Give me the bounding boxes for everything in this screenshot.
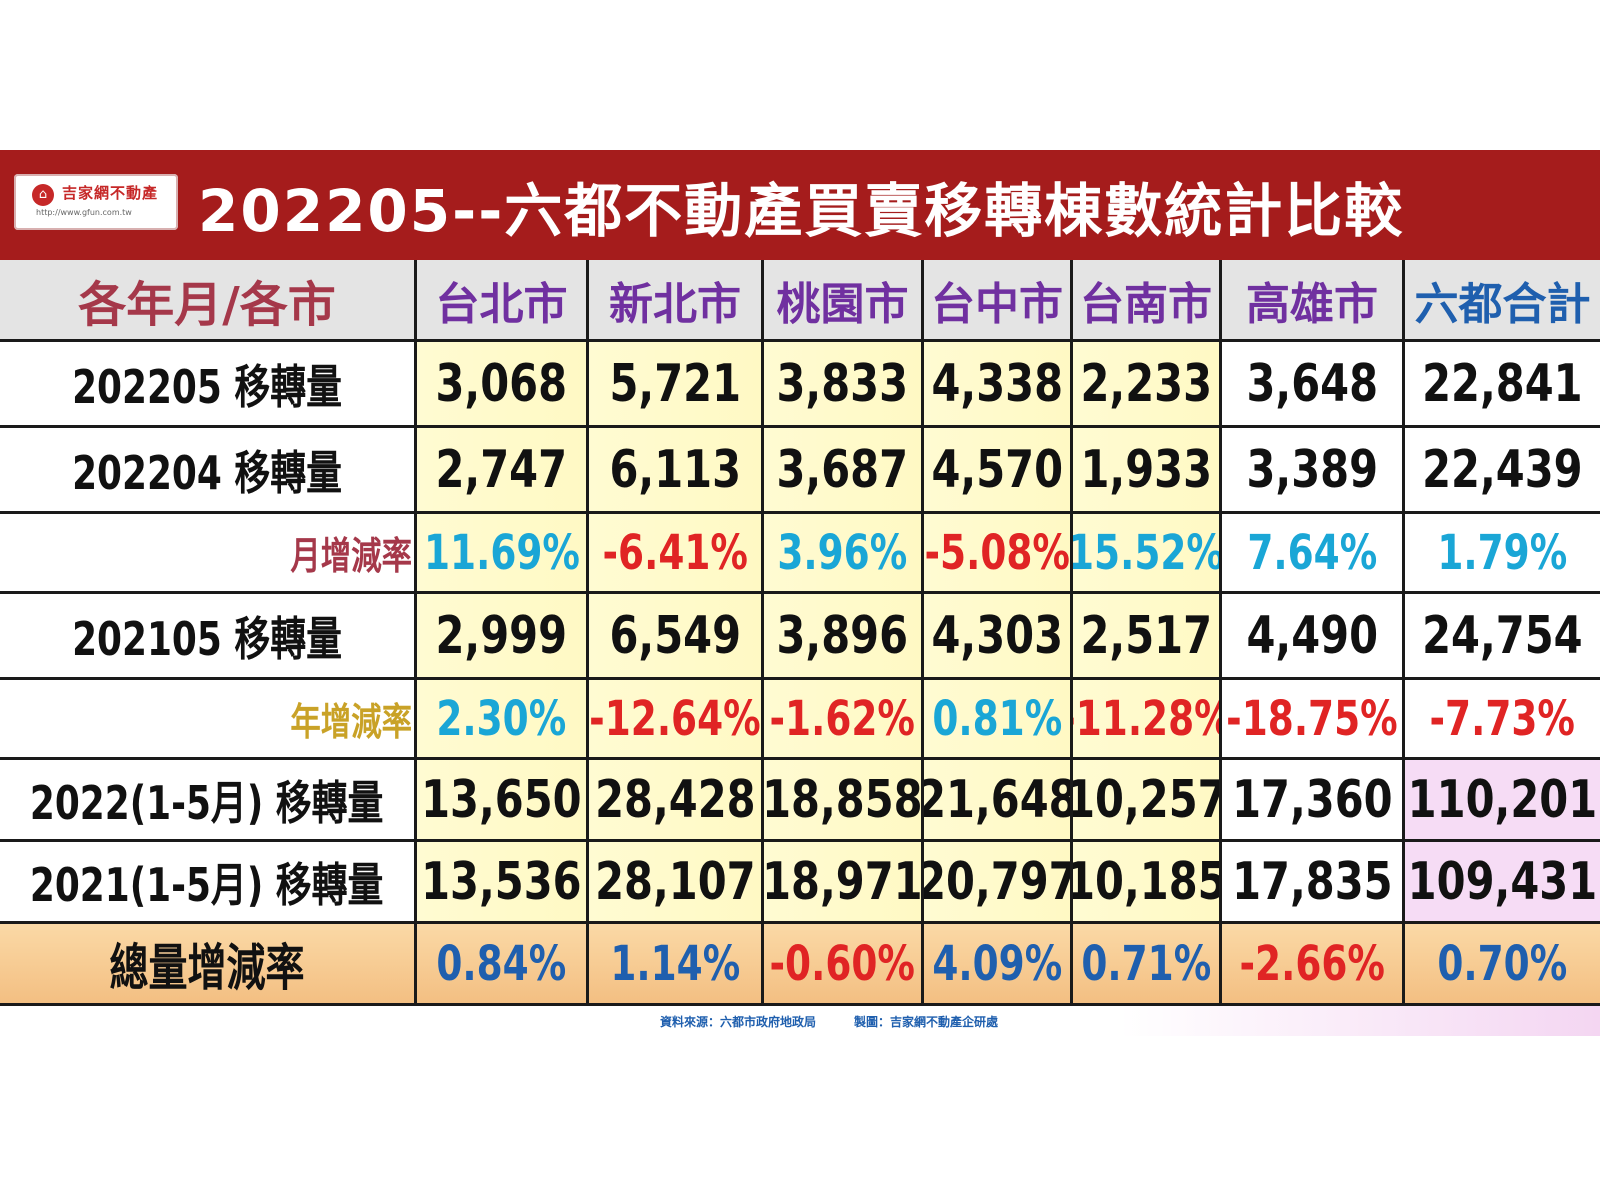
table-cell: 5,721 xyxy=(609,353,741,414)
table-cell: 0.71% xyxy=(1081,935,1211,992)
table-cell: 4,570 xyxy=(931,439,1063,500)
table-cell: 18,971 xyxy=(764,851,923,912)
row-label: 202205 移轉量 xyxy=(72,359,342,414)
table-cell: 110,201 xyxy=(1407,769,1598,830)
table-cell: 3,833 xyxy=(776,353,909,414)
chart-maker: 製圖：吉家網不動產企研處 xyxy=(854,1015,999,1029)
table-cell: -0.60% xyxy=(769,935,916,992)
table-cell: 10,185 xyxy=(1073,851,1222,912)
table-cell: 2,747 xyxy=(435,439,568,500)
row-label: 202105 移轉量 xyxy=(72,611,342,666)
table-cell: 3,068 xyxy=(435,353,568,414)
table-cell: -5.08% xyxy=(924,524,1070,581)
table-cell: 2,999 xyxy=(435,605,568,666)
table-cell: 1.14% xyxy=(610,935,740,992)
table-cell: 17,360 xyxy=(1231,769,1393,830)
row-label: 202204 移轉量 xyxy=(72,445,342,500)
column-header: 六都合計 xyxy=(1414,278,1591,330)
row-label: 2021(1-5月) 移轉量 xyxy=(30,857,384,912)
column-header: 台北市 xyxy=(417,260,589,339)
table-cell: 4,338 xyxy=(931,353,1063,414)
row-label: 年增減率 xyxy=(290,700,412,744)
table-row: 202204 移轉量 2,747 6,113 3,687 4,570 1,933… xyxy=(0,428,1600,514)
column-header: 各年月/各市 xyxy=(0,260,417,339)
table-cell: 13,536 xyxy=(421,851,582,912)
table-cell: 21,648 xyxy=(924,769,1073,830)
table-cell: 2.30% xyxy=(436,690,567,747)
table-cell: 0.81% xyxy=(932,690,1062,747)
logo-name: 吉家網不動產 xyxy=(62,184,159,202)
table-cell: 1,933 xyxy=(1080,439,1212,500)
logo-url: http://www.gfun.com.tw xyxy=(36,208,132,217)
table-cell: 24,754 xyxy=(1422,605,1583,666)
table-cell: 109,431 xyxy=(1407,851,1598,912)
table-cell: 6,113 xyxy=(609,439,741,500)
column-header: 台南市 xyxy=(1073,260,1222,339)
house-icon: ⌂ xyxy=(32,184,54,206)
table-row: 2021(1-5月) 移轉量 13,536 28,107 18,971 20,7… xyxy=(0,842,1600,924)
column-header: 新北市 xyxy=(589,260,764,339)
table-cell: -1.62% xyxy=(769,690,916,747)
table-cell: 3,896 xyxy=(776,605,909,666)
column-header: 桃園市 xyxy=(764,260,924,339)
table-cell: 22,841 xyxy=(1422,353,1583,414)
table-cell: 15.52% xyxy=(1073,524,1222,581)
table-row: 202205 移轉量 3,068 5,721 3,833 4,338 2,233… xyxy=(0,342,1600,428)
table-cell: -2.66% xyxy=(1239,935,1385,992)
table-cell: -7.73% xyxy=(1429,690,1576,747)
table-row: 2022(1-5月) 移轉量 13,650 28,428 18,858 21,6… xyxy=(0,760,1600,842)
table-header-row: 各年月/各市 台北市 新北市 桃園市 台中市 台南市 高雄市 六都合計 xyxy=(0,260,1600,342)
statistics-table: 各年月/各市 台北市 新北市 桃園市 台中市 台南市 高雄市 六都合計 2022… xyxy=(0,260,1600,1006)
table-cell: 17,835 xyxy=(1231,851,1393,912)
table-cell: 0.70% xyxy=(1437,935,1568,992)
table-cell: 1.79% xyxy=(1437,524,1568,581)
table-cell: 0.84% xyxy=(436,935,567,992)
table-cell: 28,107 xyxy=(594,851,756,912)
table-cell: 4,490 xyxy=(1246,605,1378,666)
table-cell: 3,389 xyxy=(1246,439,1378,500)
table-cell: 11.69% xyxy=(423,524,580,581)
row-label: 月增減率 xyxy=(290,534,412,578)
table-cell: 7.64% xyxy=(1247,524,1377,581)
total-rate-row: 總量增減率 0.84% 1.14% -0.60% 4.09% 0.71% -2.… xyxy=(0,924,1600,1006)
column-header: 高雄市 xyxy=(1222,260,1405,339)
table-row: 月增減率 11.69% -6.41% 3.96% -5.08% 15.52% 7… xyxy=(0,514,1600,594)
table-cell: 18,858 xyxy=(764,769,923,830)
footer-note: 資料來源：六都市政府地政局 製圖：吉家網不動產企研處 xyxy=(0,1003,1600,1036)
page-title: 202205--六都不動產買賣移轉棟數統計比較 xyxy=(198,177,1405,245)
table-cell: 20,797 xyxy=(924,851,1073,912)
title-banner: ⌂ 吉家網不動產 http://www.gfun.com.tw 202205--… xyxy=(0,150,1600,260)
row-label: 2022(1-5月) 移轉量 xyxy=(30,775,384,830)
table-cell: -12.64% xyxy=(589,690,761,747)
data-source: 資料來源：六都市政府地政局 xyxy=(660,1015,817,1029)
table-cell: 3,648 xyxy=(1246,353,1378,414)
table-cell: 4.09% xyxy=(932,935,1062,992)
table-row: 年增減率 2.30% -12.64% -1.62% 0.81% -11.28% … xyxy=(0,680,1600,760)
table-row: 202105 移轉量 2,999 6,549 3,896 4,303 2,517… xyxy=(0,594,1600,680)
table-cell: -11.28% xyxy=(1073,690,1222,747)
row-label: 總量增減率 xyxy=(109,938,305,997)
table-cell: 13,650 xyxy=(421,769,582,830)
table-cell: 2,233 xyxy=(1080,353,1212,414)
table-cell: 28,428 xyxy=(594,769,756,830)
table-cell: 4,303 xyxy=(931,605,1063,666)
table-cell: 3.96% xyxy=(777,524,908,581)
table-cell: 10,257 xyxy=(1073,769,1222,830)
company-logo: ⌂ 吉家網不動產 http://www.gfun.com.tw xyxy=(14,174,178,230)
table-cell: -18.75% xyxy=(1226,690,1398,747)
table-cell: 2,517 xyxy=(1080,605,1212,666)
table-cell: -6.41% xyxy=(602,524,748,581)
column-header: 台中市 xyxy=(924,260,1073,339)
table-cell: 6,549 xyxy=(609,605,741,666)
table-cell: 3,687 xyxy=(776,439,909,500)
table-cell: 22,439 xyxy=(1422,439,1583,500)
